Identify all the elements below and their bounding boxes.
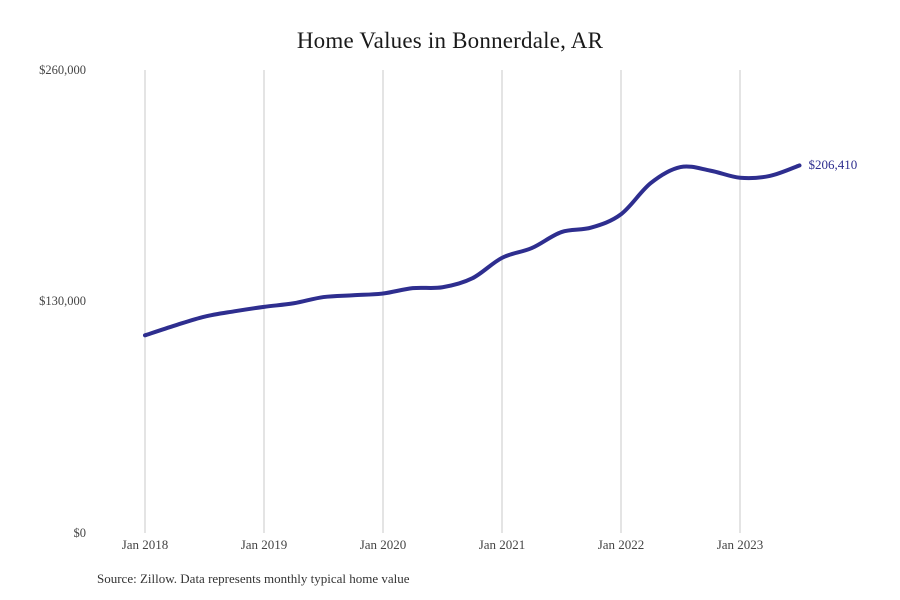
x-axis-tick-label-jan-2020: Jan 2020 [359, 537, 407, 552]
x-axis-tick-label-jan-2022: Jan 2022 [597, 537, 645, 552]
x-axis-tick-label-jan-2023: Jan 2023 [716, 537, 764, 552]
data-line-typical-home-value [143, 163, 802, 338]
y-axis-tick-label-zero: $0 [73, 526, 87, 540]
y-axis-tick-label-top: $260,000 [39, 63, 86, 77]
chart-title: Home Values in Bonnerdale, AR [296, 28, 604, 53]
x-axis-tick-label-jan-2019: Jan 2019 [240, 537, 288, 552]
source-note: Source: Zillow. Data represents monthly … [97, 571, 410, 586]
x-axis-tick-label-jan-2021: Jan 2021 [478, 537, 526, 552]
gridlines [144, 70, 741, 533]
end-value-annotation: $206,410 [808, 157, 858, 173]
y-axis-tick-label-mid: $130,000 [39, 294, 86, 308]
x-axis-tick-label-jan-2018: Jan 2018 [121, 537, 169, 552]
